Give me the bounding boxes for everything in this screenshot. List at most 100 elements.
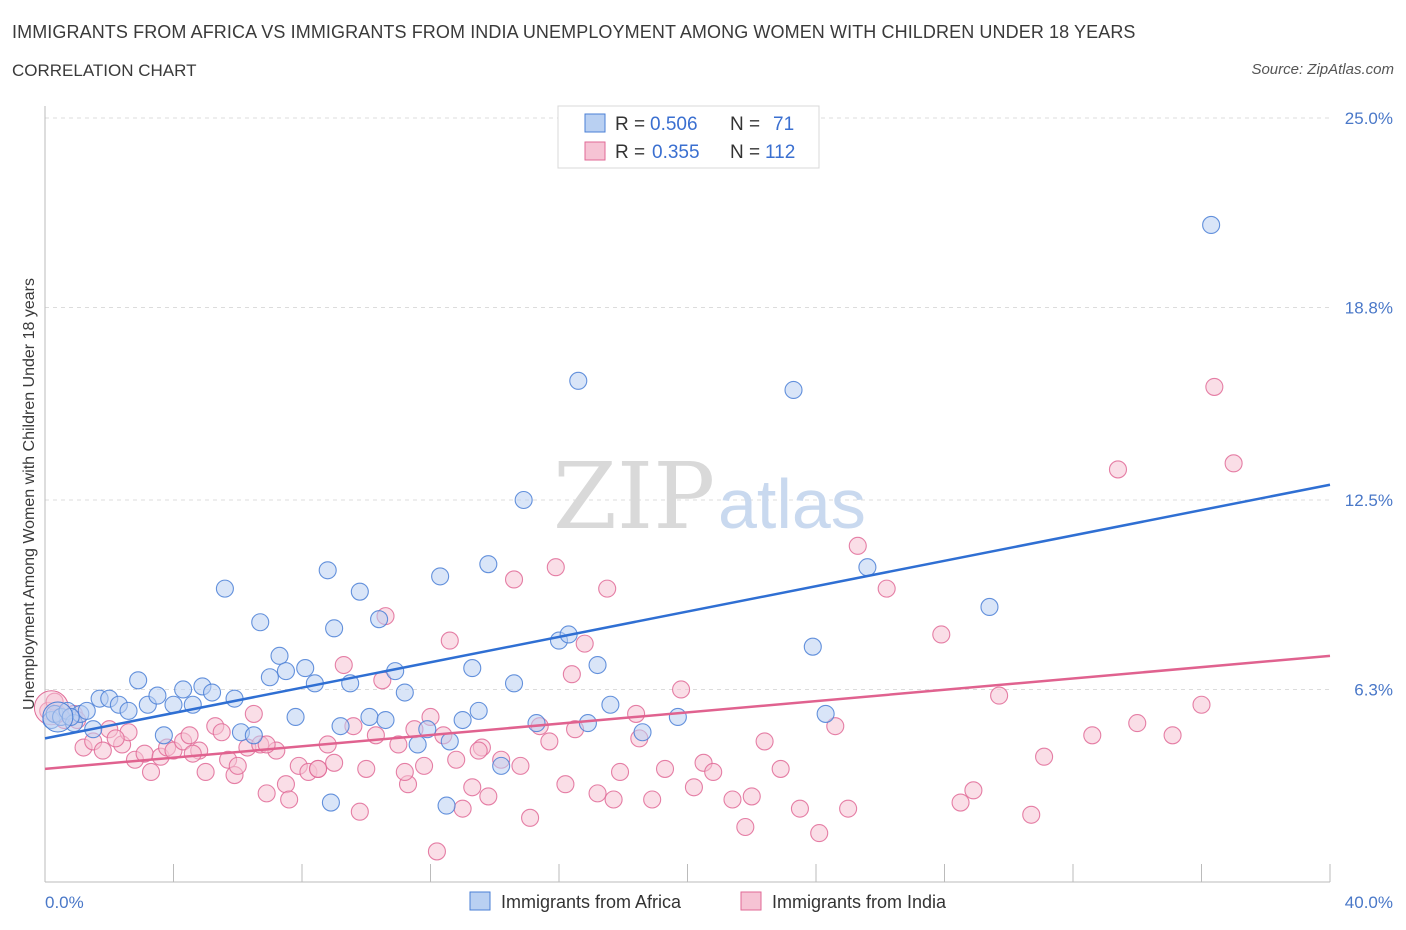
- india-point: [350, 802, 369, 821]
- africa-point: [129, 671, 148, 690]
- watermark-zip: ZIP: [553, 443, 715, 550]
- legend-swatch-africa: [584, 113, 606, 133]
- india-point: [463, 778, 482, 797]
- india-point: [357, 759, 376, 778]
- india-point: [951, 793, 970, 812]
- india-trend-line: [44, 654, 1331, 771]
- india-point: [964, 781, 983, 800]
- india-point: [1083, 726, 1102, 745]
- india-point: [604, 790, 623, 809]
- india-point: [415, 756, 434, 775]
- africa-point: [440, 732, 459, 751]
- india-point: [521, 808, 540, 827]
- india-point: [540, 732, 559, 751]
- correlation-legend: R = 0.506 N = 71 R = 0.355 N = 112: [557, 105, 820, 169]
- africa-point: [514, 490, 533, 510]
- trend-lines: [44, 483, 1331, 771]
- africa-point: [321, 793, 340, 812]
- x-tick-label: 40.0%: [1345, 893, 1393, 912]
- india-point: [556, 775, 575, 794]
- africa-point: [578, 714, 597, 733]
- india-point: [106, 729, 125, 748]
- india-point: [453, 799, 472, 818]
- africa-point: [453, 710, 472, 730]
- india-point: [790, 799, 809, 818]
- africa-point: [569, 371, 588, 390]
- india-point: [546, 558, 565, 577]
- india-point: [684, 778, 703, 797]
- africa-point: [244, 726, 263, 745]
- africa-point: [1202, 215, 1221, 235]
- india-point: [932, 625, 951, 644]
- india-point: [1035, 747, 1054, 766]
- grid-lines: [45, 117, 1330, 690]
- africa-point: [370, 610, 389, 629]
- india-point: [1205, 377, 1224, 396]
- india-point: [504, 570, 524, 589]
- legend-swatch-india: [584, 141, 606, 161]
- africa-point: [148, 686, 167, 705]
- africa-point: [260, 668, 279, 687]
- africa-point: [527, 714, 546, 733]
- tick-labels: 6.3% 12.5% 18.8% 25.0% 0.0% 40.0%: [44, 109, 1393, 912]
- bottom-legend-africa: Immigrants from Africa: [501, 892, 682, 912]
- india-point: [427, 842, 446, 861]
- india-point: [93, 741, 112, 760]
- africa-point: [276, 662, 295, 681]
- india-point: [755, 732, 774, 751]
- india-point: [276, 775, 295, 794]
- india-point: [469, 741, 488, 760]
- legend-africa-r-value: 0.506: [650, 114, 698, 135]
- africa-point: [588, 655, 607, 675]
- india-point: [1224, 454, 1243, 473]
- africa-point: [395, 683, 414, 702]
- india-point: [1108, 460, 1128, 479]
- india-point: [395, 762, 414, 782]
- africa-point: [154, 726, 173, 745]
- india-point: [511, 756, 530, 775]
- india-point: [257, 784, 276, 803]
- india-point: [212, 723, 231, 742]
- watermark-atlas: atlas: [718, 465, 866, 543]
- legend-india-n-label: N =: [730, 142, 760, 163]
- y-tick-label: 25.0%: [1345, 109, 1393, 128]
- africa-point: [431, 567, 450, 586]
- india-point: [244, 704, 263, 723]
- india-point: [723, 790, 742, 809]
- india-point: [627, 704, 646, 723]
- india-point: [839, 799, 858, 818]
- india-point: [672, 680, 691, 699]
- india-point: [990, 686, 1009, 705]
- africa-point: [668, 707, 687, 727]
- india-point: [1192, 695, 1211, 714]
- india-point: [826, 717, 845, 736]
- legend-india-r-value: 0.355: [652, 142, 700, 163]
- africa-point: [331, 717, 350, 736]
- africa-point: [980, 597, 999, 617]
- africa-point: [601, 695, 620, 714]
- africa-point: [286, 707, 305, 727]
- bottom-legend-swatch-india: [740, 891, 762, 911]
- legend-india-n-value: 112: [765, 142, 795, 163]
- india-point: [877, 579, 896, 598]
- legend-india-r-label: R =: [615, 142, 645, 163]
- india-point: [704, 762, 723, 782]
- india-point: [1163, 726, 1182, 745]
- india-point: [736, 817, 755, 837]
- india-point: [325, 753, 344, 772]
- africa-point: [803, 637, 822, 656]
- legend-africa-r-label: R =: [615, 114, 645, 135]
- india-point: [280, 790, 299, 809]
- africa-point: [504, 674, 524, 693]
- africa-point: [858, 558, 877, 577]
- india-point: [643, 790, 662, 809]
- india-point: [598, 579, 617, 598]
- india-point: [183, 744, 202, 763]
- watermark: ZIP atlas: [553, 443, 866, 550]
- india-point: [309, 759, 328, 778]
- india-point: [848, 536, 867, 555]
- india-point: [447, 750, 466, 769]
- africa-point: [77, 701, 96, 720]
- india-point: [196, 762, 215, 782]
